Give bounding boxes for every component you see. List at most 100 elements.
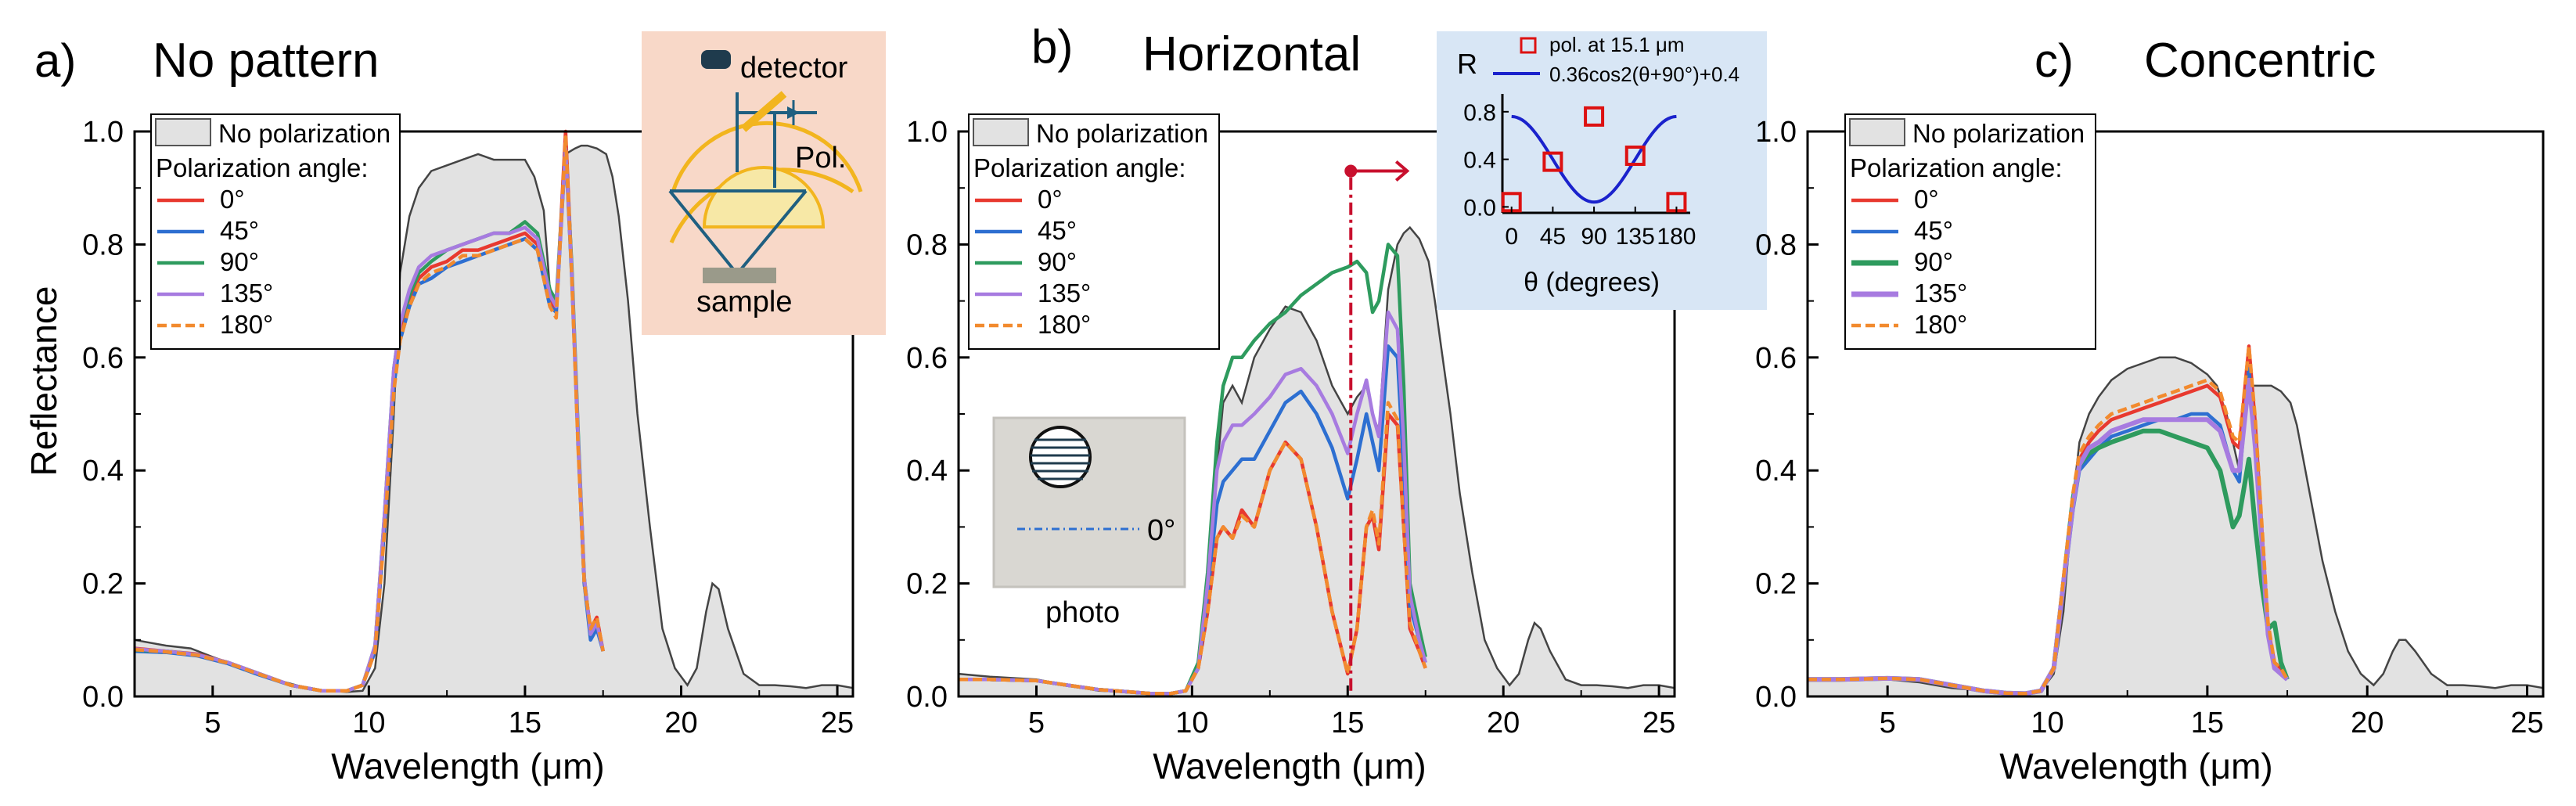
y-tick-label-c: 0.0 bbox=[1755, 681, 1797, 714]
inset-point-135 bbox=[1624, 146, 1646, 167]
inset-x-tick-label-0: 0 bbox=[1505, 224, 1518, 250]
panel-c: c) Concentric Wavelength (μm) 5 10 15 20 25 0… bbox=[1755, 34, 2545, 786]
y-tick-label-a: 0.2 bbox=[82, 568, 124, 601]
series-no-polarization-fill-a bbox=[135, 146, 853, 697]
panel-b-title: Horizontal bbox=[1142, 27, 1361, 81]
inset-fit-curve bbox=[1511, 114, 1677, 204]
sample-block bbox=[703, 268, 776, 283]
legend-label-180deg-b: 180° bbox=[1038, 310, 1091, 339]
inset-point-90 bbox=[1584, 106, 1605, 127]
x-tick-label-c-10: 10 bbox=[2031, 707, 2063, 739]
pattern-stripes bbox=[1031, 438, 1090, 480]
beam-splitter bbox=[740, 91, 787, 132]
legend-label-0deg-b: 0° bbox=[1038, 185, 1063, 214]
series-180deg-c bbox=[1808, 344, 2289, 696]
legend-label-45deg-c: 45° bbox=[1914, 216, 1953, 245]
inset-x-tick-label-135: 135 bbox=[1616, 224, 1655, 250]
x-axis-label-a: Wavelength (μm) bbox=[331, 746, 604, 786]
legend-marker-points bbox=[1520, 37, 1537, 54]
legend-label-135deg-c: 135° bbox=[1914, 279, 1967, 308]
y-tick-label-a: 0.8 bbox=[82, 228, 124, 261]
panel-c-title: Concentric bbox=[2144, 34, 2376, 88]
series-no-polarization-fill-b bbox=[959, 227, 1675, 696]
x-tick-label-b-5: 5 bbox=[1028, 707, 1045, 739]
inset-y-tick-label-0.8: 0.8 bbox=[1463, 100, 1496, 126]
legend-label-no-polarization-c: No polarization bbox=[1912, 119, 2085, 148]
photo-caption: photo bbox=[1045, 596, 1120, 629]
legend-heading-c: Polarization angle: bbox=[1850, 153, 2063, 182]
legend-label-90deg-c: 90° bbox=[1914, 247, 1953, 276]
inset-plot-area: 0 45 90 135 180 0.0 0.4 0.8 bbox=[1463, 94, 1696, 250]
inset-ylabel: R bbox=[1457, 48, 1477, 80]
plot-area-c: 5 10 15 20 25 0.0 0.2 0.4 0.6 0.8 1.0 No polarizati… bbox=[1755, 113, 2545, 739]
y-tick-label-b: 0.2 bbox=[906, 568, 948, 601]
inset-y-tick-label-0.0: 0.0 bbox=[1463, 195, 1496, 221]
inset-point-45 bbox=[1542, 151, 1563, 172]
legend-label-90deg-b: 90° bbox=[1038, 247, 1077, 276]
y-tick-label-c: 0.2 bbox=[1755, 568, 1797, 601]
legend-label-90deg-a: 90° bbox=[220, 247, 259, 276]
photo-angle-label: 0° bbox=[1147, 514, 1175, 547]
panel-a: a) No pattern Reflectance Wavelength (μm… bbox=[23, 31, 886, 786]
panel-a-letter: a) bbox=[34, 34, 76, 87]
series-135deg-c bbox=[1808, 377, 2289, 696]
y-tick-label-b: 0.6 bbox=[906, 342, 948, 375]
y-tick-label-a: 1.0 bbox=[82, 116, 124, 149]
legend-label-no-polarization-b: No polarization bbox=[1036, 119, 1208, 148]
panel-c-letter: c) bbox=[2035, 34, 2074, 87]
lens-shape bbox=[702, 166, 826, 228]
y-tick-label-c: 1.0 bbox=[1755, 116, 1797, 149]
y-tick-label-a: 0.6 bbox=[82, 342, 124, 375]
y-tick-label-b: 1.0 bbox=[906, 116, 948, 149]
plot-area-b: 5 10 15 20 25 0.0 0.2 0.4 0.6 0.8 1.0 No polarizati… bbox=[906, 113, 1676, 739]
legend-swatch-no-polarization-a bbox=[155, 118, 211, 146]
y-tick-label-a: 0.0 bbox=[82, 681, 124, 714]
panel-a-title: No pattern bbox=[153, 34, 380, 88]
panel-b: b) Horizontal Wavelength (μm) 5 10 15 20 25 0… bbox=[906, 20, 1767, 786]
series-180deg-b bbox=[959, 401, 1427, 696]
x-tick-label-c-25: 25 bbox=[2510, 707, 2543, 739]
legend-label-135deg-a: 135° bbox=[220, 279, 273, 308]
y-tick-label-b: 0.4 bbox=[906, 455, 948, 488]
detector-icon bbox=[701, 50, 731, 69]
sample-label: sample bbox=[696, 286, 793, 318]
inset-x-tick-label-180: 180 bbox=[1657, 224, 1696, 250]
legend-label-45deg-b: 45° bbox=[1038, 216, 1077, 245]
setup-inset: detector Pol. sample bbox=[642, 31, 886, 335]
legend-swatch-no-polarization-b bbox=[973, 118, 1029, 146]
x-tick-label-c-15: 15 bbox=[2191, 707, 2224, 739]
legend-label-no-polarization-a: No polarization bbox=[218, 119, 390, 148]
y-tick-label-b: 0.8 bbox=[906, 228, 948, 261]
inset-xlabel: θ (degrees) bbox=[1524, 268, 1660, 297]
legend-swatch-no-polarization-c bbox=[1849, 118, 1905, 146]
inset-legend-points: pol. at 15.1 μm bbox=[1549, 33, 1685, 56]
x-tick-label-a-25: 25 bbox=[821, 707, 854, 739]
x-tick-label-b-25: 25 bbox=[1642, 707, 1675, 739]
detector-label: detector bbox=[740, 52, 848, 85]
photo-inset: 0° photo bbox=[992, 416, 1186, 629]
pol-label: Pol. bbox=[795, 142, 846, 175]
x-tick-label-a-10: 10 bbox=[352, 707, 385, 739]
x-tick-label-a-15: 15 bbox=[509, 707, 541, 739]
inset-legend-fit: 0.36cos2(θ+90°)+0.4 bbox=[1549, 63, 1740, 86]
legend-label-180deg-c: 180° bbox=[1914, 310, 1967, 339]
y-tick-label-a: 0.4 bbox=[82, 455, 124, 488]
y-axis-label: Reflectance bbox=[23, 286, 64, 477]
legend-label-0deg-c: 0° bbox=[1914, 185, 1939, 214]
sample-photo bbox=[992, 416, 1186, 588]
x-tick-label-b-15: 15 bbox=[1331, 707, 1364, 739]
series-no-polarization-fill-c bbox=[1808, 357, 2543, 696]
y-tick-label-c: 0.4 bbox=[1755, 455, 1797, 488]
legend-heading-a: Polarization angle: bbox=[156, 153, 369, 182]
inset-y-tick-label-0.4: 0.4 bbox=[1463, 148, 1496, 174]
x-tick-label-b-10: 10 bbox=[1175, 707, 1208, 739]
x-tick-label-a-20: 20 bbox=[664, 707, 697, 739]
plot-area-a: 5 10 15 20 25 0.0 0.2 0.4 0.6 0.8 1.0 No polarizati… bbox=[82, 113, 854, 739]
marker-arrow-icon bbox=[1394, 160, 1410, 182]
legend-label-180deg-a: 180° bbox=[220, 310, 273, 339]
x-tick-label-a-5: 5 bbox=[204, 707, 221, 739]
polarization-inset-background bbox=[1437, 31, 1767, 310]
x-tick-label-c-20: 20 bbox=[2351, 707, 2384, 739]
inset-x-tick-label-90: 90 bbox=[1581, 224, 1606, 250]
